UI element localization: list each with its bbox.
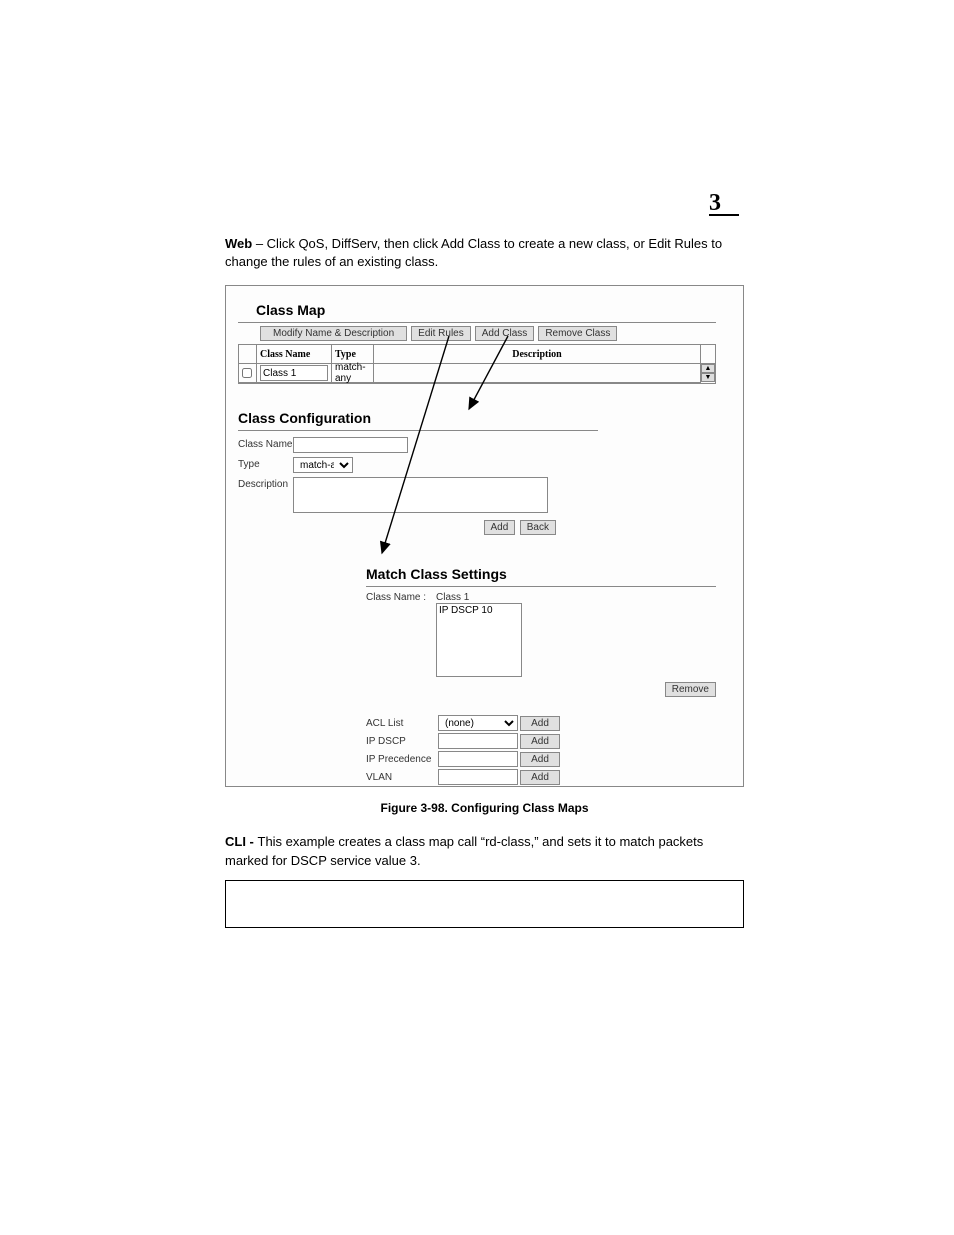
cli-code-box [225,880,744,928]
cli-label: CLI - [225,834,258,849]
chapter-number: 3 [709,190,739,216]
mc-remove-button[interactable]: Remove [665,682,716,697]
cli-paragraph: CLI - This example creates a class map c… [225,833,744,869]
figure-box: Class Map Modify Name & Description Edit… [225,285,744,787]
row-checkbox-cell [239,364,257,383]
cc-classname-input[interactable] [293,437,408,453]
match-settings-title: Match Class Settings [366,566,716,582]
header-description: Description [374,345,701,364]
cc-type-select[interactable]: match-any [293,457,353,473]
mc-vlan-input[interactable] [438,769,518,785]
web-intro-text: – Click QoS, DiffServ, then click Add Cl… [225,236,722,269]
modify-name-button[interactable]: Modify Name & Description [260,326,407,341]
class-config-title: Class Configuration [238,410,598,426]
mc-rules-list[interactable]: IP DSCP 10 [436,603,522,677]
mc-acl-add-button[interactable]: Add [520,716,560,731]
figure-caption: Figure 3-98. Configuring Class Maps [225,801,744,815]
cc-classname-label: Class Name [238,437,293,450]
cc-back-button[interactable]: Back [520,520,556,535]
mc-prec-input[interactable] [438,751,518,767]
cli-text: This example creates a class map call “r… [225,834,703,867]
class-map-title: Class Map [256,302,716,318]
row-class-name-cell [257,364,332,383]
row-type-cell: match-any [332,364,374,383]
row-checkbox[interactable] [242,368,252,378]
class-map-table: Class Name Type Description match-any ▲ … [238,344,716,384]
header-scroll [701,345,715,364]
scroll-down-icon[interactable]: ▼ [701,373,715,382]
mc-vlan-label: VLAN [366,772,436,783]
mc-rule-item[interactable]: IP DSCP 10 [439,605,519,616]
cc-desc-textarea[interactable] [293,477,548,513]
cc-add-button[interactable]: Add [484,520,516,535]
web-intro-paragraph: Web – Click QoS, DiffServ, then click Ad… [225,235,744,271]
mc-classname-label: Class Name : [366,591,436,677]
row-desc-cell [374,364,701,383]
mc-prec-label: IP Precedence [366,754,436,765]
mc-dscp-label: IP DSCP [366,736,436,747]
header-checkbox [239,345,257,364]
row-scroll-cell: ▲ ▼ [701,364,715,381]
cc-type-label: Type [238,457,293,470]
mc-dscp-add-button[interactable]: Add [520,734,560,749]
mc-dscp-input[interactable] [438,733,518,749]
mc-acl-select[interactable]: (none) [438,715,518,731]
web-label: Web [225,236,252,251]
mc-prec-add-button[interactable]: Add [520,752,560,767]
class-config-panel: Class Configuration Class Name Type matc… [238,400,598,541]
class-map-panel: Class Map Modify Name & Description Edit… [238,292,716,384]
match-settings-panel: Match Class Settings Class Name : Class … [366,556,716,785]
remove-class-button[interactable]: Remove Class [538,326,617,341]
row-class-name[interactable] [260,365,328,381]
mc-acl-label: ACL List [366,718,436,729]
header-class-name: Class Name [257,345,332,364]
edit-rules-button[interactable]: Edit Rules [411,326,471,341]
mc-vlan-add-button[interactable]: Add [520,770,560,785]
cc-desc-label: Description [238,477,293,490]
scroll-up-icon[interactable]: ▲ [701,364,715,373]
mc-classname-value: Class 1 [436,591,506,603]
add-class-button[interactable]: Add Class [475,326,535,341]
